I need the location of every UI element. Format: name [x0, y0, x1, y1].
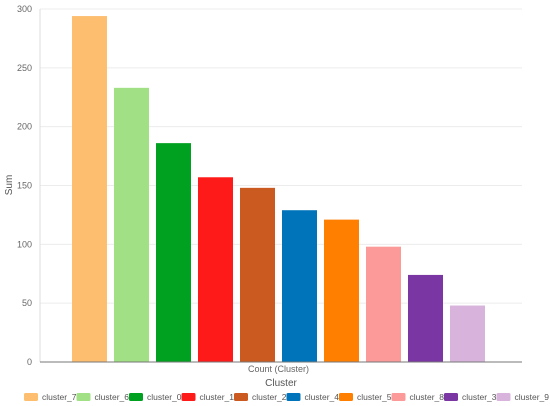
legend-swatch-cluster_2: [234, 393, 248, 401]
y-axis-title: Sum: [4, 175, 15, 196]
legend-label-cluster_8: cluster_8: [410, 392, 445, 402]
bar-cluster_2: [240, 187, 275, 362]
legend-label-cluster_0: cluster_0: [147, 392, 182, 402]
bar-cluster_5: [324, 219, 359, 362]
legend-swatch-cluster_6: [76, 393, 91, 401]
legend-swatch-cluster_0: [129, 393, 143, 401]
bar-cluster_1: [198, 177, 233, 362]
y-tick-label: 300: [17, 4, 32, 14]
bar-cluster_7: [72, 16, 107, 363]
gridlines: [39, 8, 522, 362]
legend-label-cluster_9: cluster_9: [515, 392, 550, 402]
legend-swatch-cluster_8: [391, 393, 406, 401]
bar-cluster_9: [450, 305, 485, 362]
legend-label-cluster_4: cluster_4: [305, 392, 340, 402]
legend-swatch-cluster_3: [444, 393, 458, 401]
legend-label-cluster_5: cluster_5: [357, 392, 392, 402]
bar-cluster_8: [366, 246, 401, 362]
y-tick-label: 150: [17, 181, 32, 191]
y-axis-ticks: 0 50 100 150 200 250 300: [17, 4, 32, 367]
legend-label-cluster_6: cluster_6: [95, 392, 130, 402]
legend-label-cluster_2: cluster_2: [252, 392, 287, 402]
legend: cluster_7 cluster_6 cluster_0 cluster_1 clus…: [24, 392, 549, 402]
y-tick-label: 200: [17, 122, 32, 132]
bar-cluster_4: [282, 210, 317, 362]
legend-swatch-cluster_9: [496, 393, 511, 401]
x-axis-title: Cluster: [265, 378, 297, 389]
y-tick-label: 50: [22, 298, 32, 308]
bars: [72, 16, 485, 363]
y-tick-label: 0: [27, 357, 32, 367]
legend-swatch-cluster_4: [286, 393, 301, 401]
legend-swatch-cluster_1: [181, 393, 196, 401]
legend-label-cluster_1: cluster_1: [200, 392, 235, 402]
bar-cluster_0: [156, 143, 191, 362]
y-tick-label: 100: [17, 239, 32, 249]
legend-swatch-cluster_5: [339, 393, 353, 401]
legend-label-cluster_7: cluster_7: [42, 392, 77, 402]
legend-label-cluster_3: cluster_3: [462, 392, 497, 402]
y-tick-label: 250: [17, 63, 32, 73]
legend-swatch-cluster_7: [24, 393, 38, 401]
category-axis-label: Count (Cluster): [248, 364, 309, 374]
bar-cluster_3: [408, 274, 443, 362]
bar-cluster_6: [114, 87, 149, 362]
